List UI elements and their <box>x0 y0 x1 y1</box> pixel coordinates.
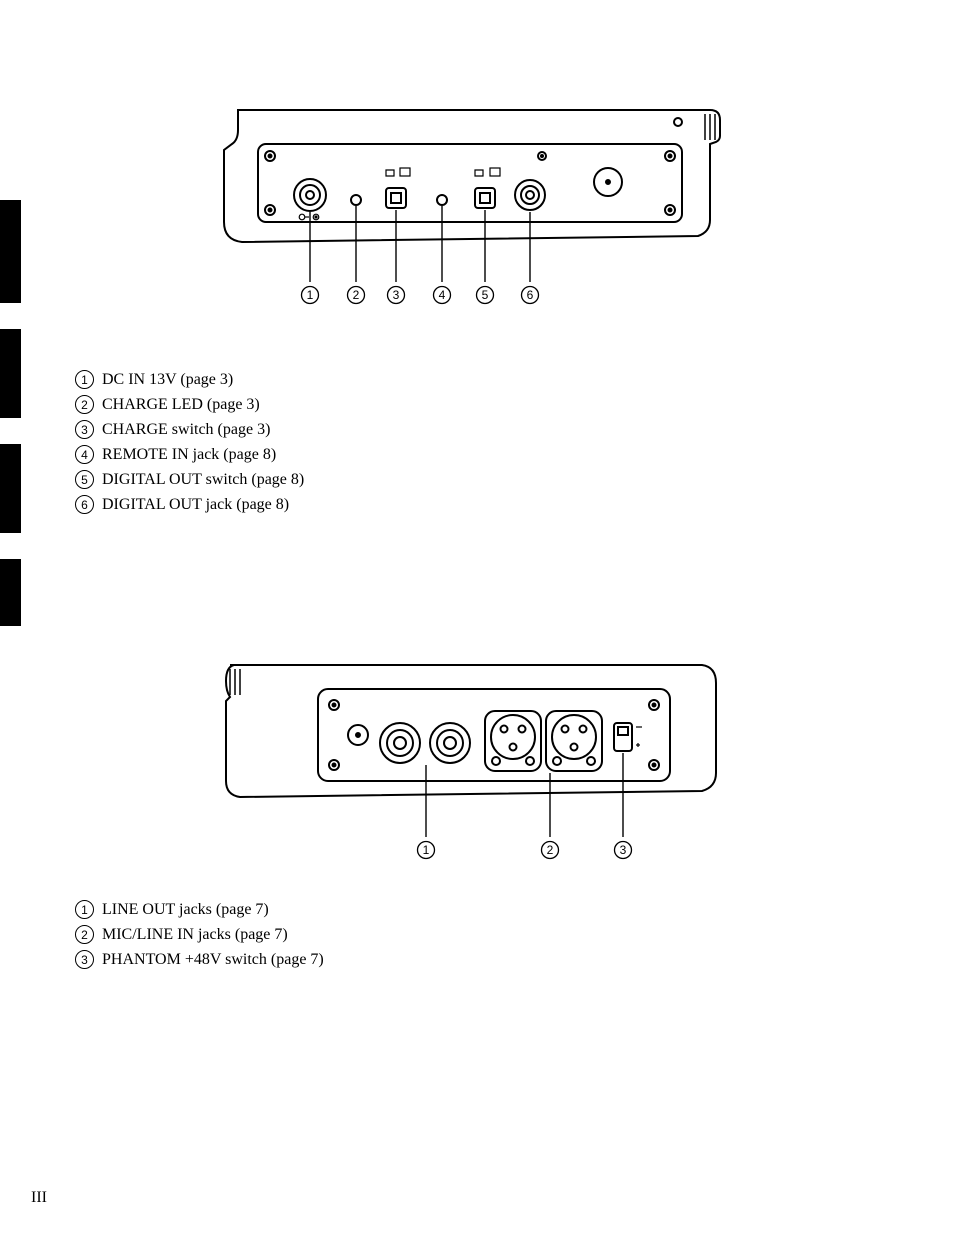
legend-item-number: 3 <box>75 420 94 439</box>
side-tab-2 <box>0 329 21 418</box>
legend-item-text: DIGITAL OUT switch (page 8) <box>102 471 304 489</box>
legend-item: 3 PHANTOM +48V switch (page 7) <box>75 950 324 969</box>
legend-item-text: DIGITAL OUT jack (page 8) <box>102 496 289 514</box>
legend-item-text: DC IN 13V (page 3) <box>102 371 233 389</box>
legend-item: 6 DIGITAL OUT jack (page 8) <box>75 495 304 514</box>
svg-text:3: 3 <box>620 843 627 857</box>
legend-item: 1 LINE OUT jacks (page 7) <box>75 900 324 919</box>
legend-item-number: 1 <box>75 370 94 389</box>
svg-text:1: 1 <box>423 843 430 857</box>
legend-item: 2 MIC/LINE IN jacks (page 7) <box>75 925 324 944</box>
legend-item-text: CHARGE LED (page 3) <box>102 396 260 414</box>
legend-item-number: 1 <box>75 900 94 919</box>
legend-item-text: LINE OUT jacks (page 7) <box>102 901 269 919</box>
svg-text:4: 4 <box>439 288 446 302</box>
side-tab-4 <box>0 559 21 626</box>
page-number: III <box>31 1189 47 1207</box>
legend-item: 4 REMOTE IN jack (page 8) <box>75 445 304 464</box>
legend-item-text: PHANTOM +48V switch (page 7) <box>102 951 324 969</box>
legend-item-number: 3 <box>75 950 94 969</box>
legend-right-side-panel: 1 LINE OUT jacks (page 7) 2 MIC/LINE IN … <box>75 900 324 975</box>
svg-text:5: 5 <box>482 288 489 302</box>
legend-item-number: 6 <box>75 495 94 514</box>
side-tabs <box>0 200 21 652</box>
side-tab-1 <box>0 200 21 303</box>
legend-left-side-panel: 1 DC IN 13V (page 3) 2 CHARGE LED (page … <box>75 370 304 520</box>
manual-page: 1 2 3 4 5 6 1 DC IN 13V (page 3) 2 CHARG… <box>0 0 954 1235</box>
svg-text:1: 1 <box>307 288 314 302</box>
figure-left-side-panel: 1 2 3 4 5 6 <box>210 100 730 310</box>
legend-item-text: MIC/LINE IN jacks (page 7) <box>102 926 288 944</box>
figure-right-side-panel: 1 2 3 <box>210 655 730 865</box>
svg-text:2: 2 <box>547 843 554 857</box>
svg-text:2: 2 <box>353 288 360 302</box>
svg-text:3: 3 <box>393 288 400 302</box>
svg-text:6: 6 <box>527 288 534 302</box>
legend-item-text: REMOTE IN jack (page 8) <box>102 446 276 464</box>
legend-item-number: 4 <box>75 445 94 464</box>
legend-item-number: 2 <box>75 925 94 944</box>
legend-item: 5 DIGITAL OUT switch (page 8) <box>75 470 304 489</box>
legend-item: 3 CHARGE switch (page 3) <box>75 420 304 439</box>
legend-item-number: 2 <box>75 395 94 414</box>
side-tab-3 <box>0 444 21 533</box>
legend-item: 2 CHARGE LED (page 3) <box>75 395 304 414</box>
legend-item-text: CHARGE switch (page 3) <box>102 421 270 439</box>
legend-item: 1 DC IN 13V (page 3) <box>75 370 304 389</box>
legend-item-number: 5 <box>75 470 94 489</box>
